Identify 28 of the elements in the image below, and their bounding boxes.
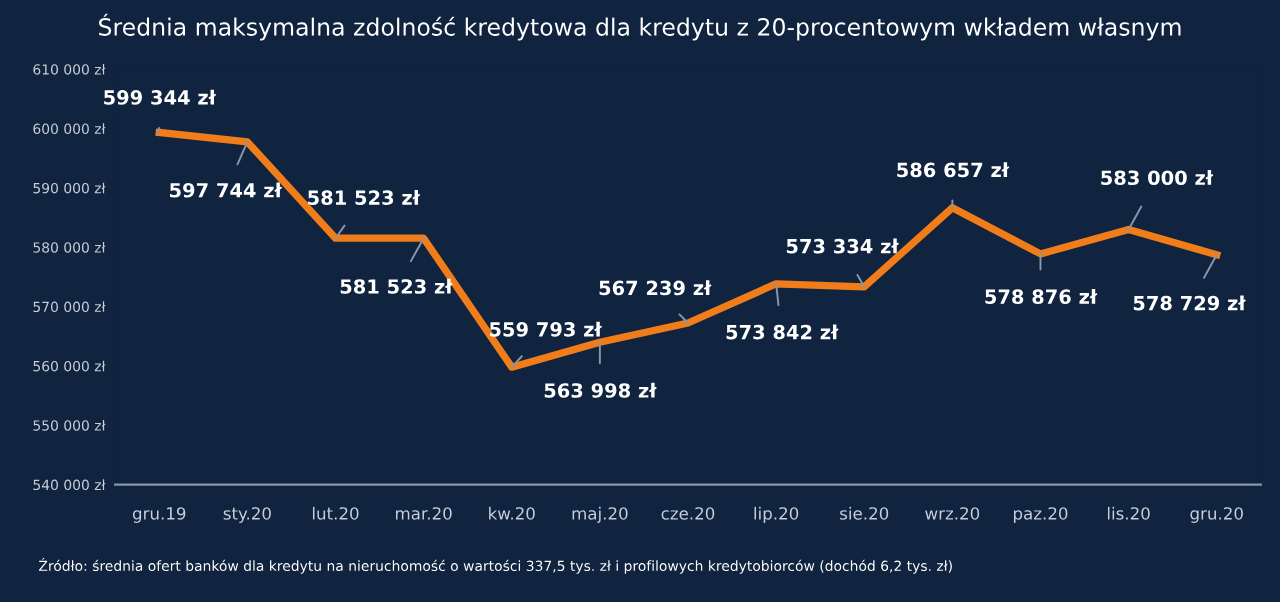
data-label: 599 344 zł (104, 89, 217, 105)
x-tick-label: lip.20 (754, 506, 799, 523)
chart-title: Średnia maksymalna zdolność kredytowa dla kredytu z 20-procentowym wkładem własnym (99, 13, 1181, 41)
x-tick-label: paz.20 (1013, 507, 1068, 523)
data-label: 597 744 zł (170, 182, 283, 198)
x-tick-label: mar.20 (396, 507, 452, 520)
x-tick-label: gru.19 (132, 507, 186, 523)
data-label: 573 334 zł (786, 238, 900, 254)
data-label: 583 000 zł (1101, 170, 1214, 186)
data-label: 581 523 zł (308, 189, 421, 205)
x-tick-label: lut.20 (312, 506, 359, 520)
data-label: 578 729 zł (1133, 295, 1246, 311)
data-label: 563 998 zł (544, 382, 657, 398)
x-tick-label: wrz.20 (925, 507, 980, 520)
x-tick-label: maj.20 (572, 506, 628, 523)
data-label: 581 523 zł (340, 278, 453, 294)
line-series (155, 128, 1221, 371)
x-tick-label: gru.20 (1190, 507, 1243, 523)
data-label: 573 842 zł (726, 324, 839, 340)
data-label: 559 793 zł (489, 321, 603, 337)
x-tick-label: sty.20 (223, 507, 271, 523)
data-label: 578 876 zł (985, 288, 1098, 305)
x-tick-label: cze.20 (661, 507, 715, 520)
data-label: 567 239 zł (599, 280, 712, 296)
x-tick-label: kw.20 (489, 506, 535, 520)
x-tick-label: lis.20 (1107, 506, 1150, 520)
x-tick-label: sie.20 (840, 506, 889, 520)
data-label: 586 657 zł (897, 162, 1010, 178)
